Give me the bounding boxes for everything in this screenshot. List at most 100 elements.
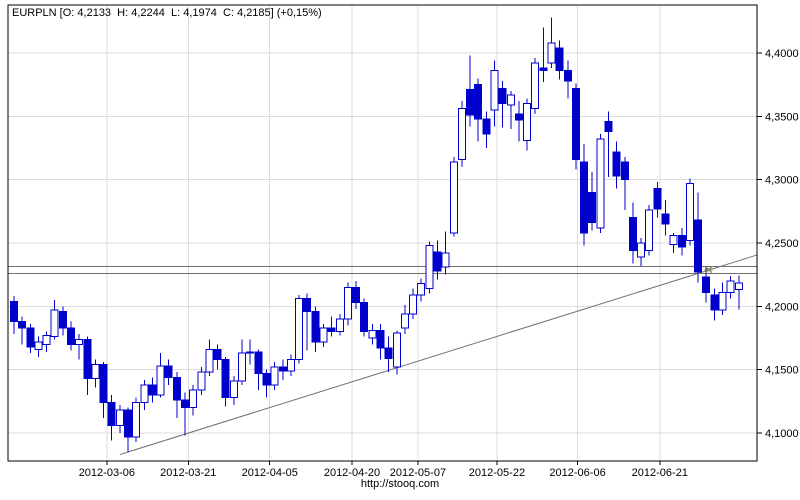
candlestick (26, 324, 35, 354)
price-marker (704, 266, 713, 274)
y-axis-tick-label: 4,2000 (765, 301, 799, 313)
candlestick (482, 111, 491, 149)
candlestick (115, 405, 124, 434)
candlestick (221, 357, 230, 407)
candlestick (270, 362, 279, 390)
candlestick (514, 101, 523, 142)
candlestick (628, 202, 637, 264)
candlestick (645, 205, 654, 256)
candlestick (368, 324, 377, 345)
candlestick (42, 331, 51, 352)
candlestick (148, 377, 157, 403)
candlestick (466, 55, 475, 127)
candlestick (400, 305, 409, 335)
y-axis-tick-label: 4,3500 (765, 111, 799, 123)
candlestick (580, 144, 589, 246)
y-axis-tick-label: 4,2500 (765, 238, 799, 250)
candlestick (335, 313, 344, 336)
stooq-url: http://stooq.com (360, 478, 440, 490)
candlestick (99, 362, 108, 418)
grid-layer (8, 5, 757, 461)
candlestick (433, 240, 442, 280)
candlestick (669, 232, 678, 254)
candlestick (303, 293, 312, 351)
candlestick (474, 78, 483, 142)
candlestick (229, 376, 238, 406)
candlestick (343, 282, 352, 326)
x-axis-tick-label: 2012-03-06 (79, 467, 135, 479)
candlestick (67, 321, 76, 351)
candlestick (555, 40, 564, 80)
candlestick (140, 379, 149, 411)
level-lines (8, 266, 757, 274)
candles-layer (10, 17, 743, 453)
candlestick (254, 349, 263, 390)
candlestick (295, 294, 304, 364)
x-axis-tick-label: 2012-05-22 (469, 467, 525, 479)
candlestick (327, 316, 336, 337)
candlestick (360, 298, 369, 337)
x-axis-tick-label: 2012-05-07 (390, 467, 446, 479)
candlestick (50, 300, 59, 340)
candlestick (661, 199, 670, 236)
candlestick (91, 359, 100, 388)
x-axis-tick-label: 2012-06-21 (632, 467, 688, 479)
candlestick (205, 339, 214, 377)
candlestick (685, 178, 694, 246)
candlestick (596, 134, 605, 233)
candlestick (238, 339, 247, 385)
candlestick (189, 384, 198, 416)
candlestick (352, 281, 361, 309)
quote-header: EURPLN [O: 4,2133 H: 4,2244 L: 4,1974 C:… (12, 7, 322, 19)
candlestick (653, 182, 662, 218)
candlestick (588, 172, 597, 231)
candlestick (498, 80, 507, 128)
candlestick (132, 397, 141, 442)
candlestick (563, 60, 572, 99)
candlestick (83, 336, 92, 396)
candlestick (197, 367, 206, 396)
candlestick (710, 288, 719, 321)
candlestick (677, 227, 686, 256)
candlestick (734, 275, 743, 310)
candlestick (278, 359, 287, 380)
candlestick (726, 275, 735, 299)
candlestick (181, 392, 190, 436)
candlestick (376, 324, 385, 360)
candlestick (425, 241, 434, 294)
x-axis-tick-label: 2012-04-20 (324, 467, 380, 479)
candlestick (213, 344, 222, 370)
candlestick (694, 192, 703, 283)
candlestick (449, 156, 458, 237)
candlestick (417, 278, 426, 302)
y-axis-tick-label: 4,4000 (765, 48, 799, 60)
candlestick (718, 282, 727, 316)
candlestick (124, 407, 133, 453)
candlestick (612, 141, 621, 189)
candlestick (319, 324, 328, 347)
candlestick (107, 395, 116, 441)
candlestick (637, 237, 646, 266)
candlestick (311, 306, 320, 352)
candlestick (392, 330, 401, 375)
y-axis-tick-label: 4,1000 (765, 428, 799, 440)
trend-line (119, 254, 757, 456)
candlestick (246, 339, 255, 365)
y-axis-tick-label: 4,1500 (765, 365, 799, 377)
candlestick (441, 231, 450, 275)
y-axis-tick-label: 4,3000 (765, 175, 799, 187)
candlestick (547, 17, 556, 69)
candlestick (409, 288, 418, 320)
x-axis-labels: 2012-03-06 2012-03-21 2012-04-05 2012-04-20… (79, 467, 688, 479)
candlestick (164, 359, 173, 385)
candlestick (539, 27, 548, 83)
y-axis-labels: 4,4000 4,3500 4,3000 4,2500 4,2000 4,1500 4,10… (765, 48, 799, 440)
candlestick (18, 316, 27, 345)
candlestick (34, 336, 43, 358)
candlestick (58, 306, 67, 336)
candlestick (531, 58, 540, 114)
candlestick (384, 336, 393, 373)
x-axis-tick-label: 2012-06-06 (549, 467, 605, 479)
